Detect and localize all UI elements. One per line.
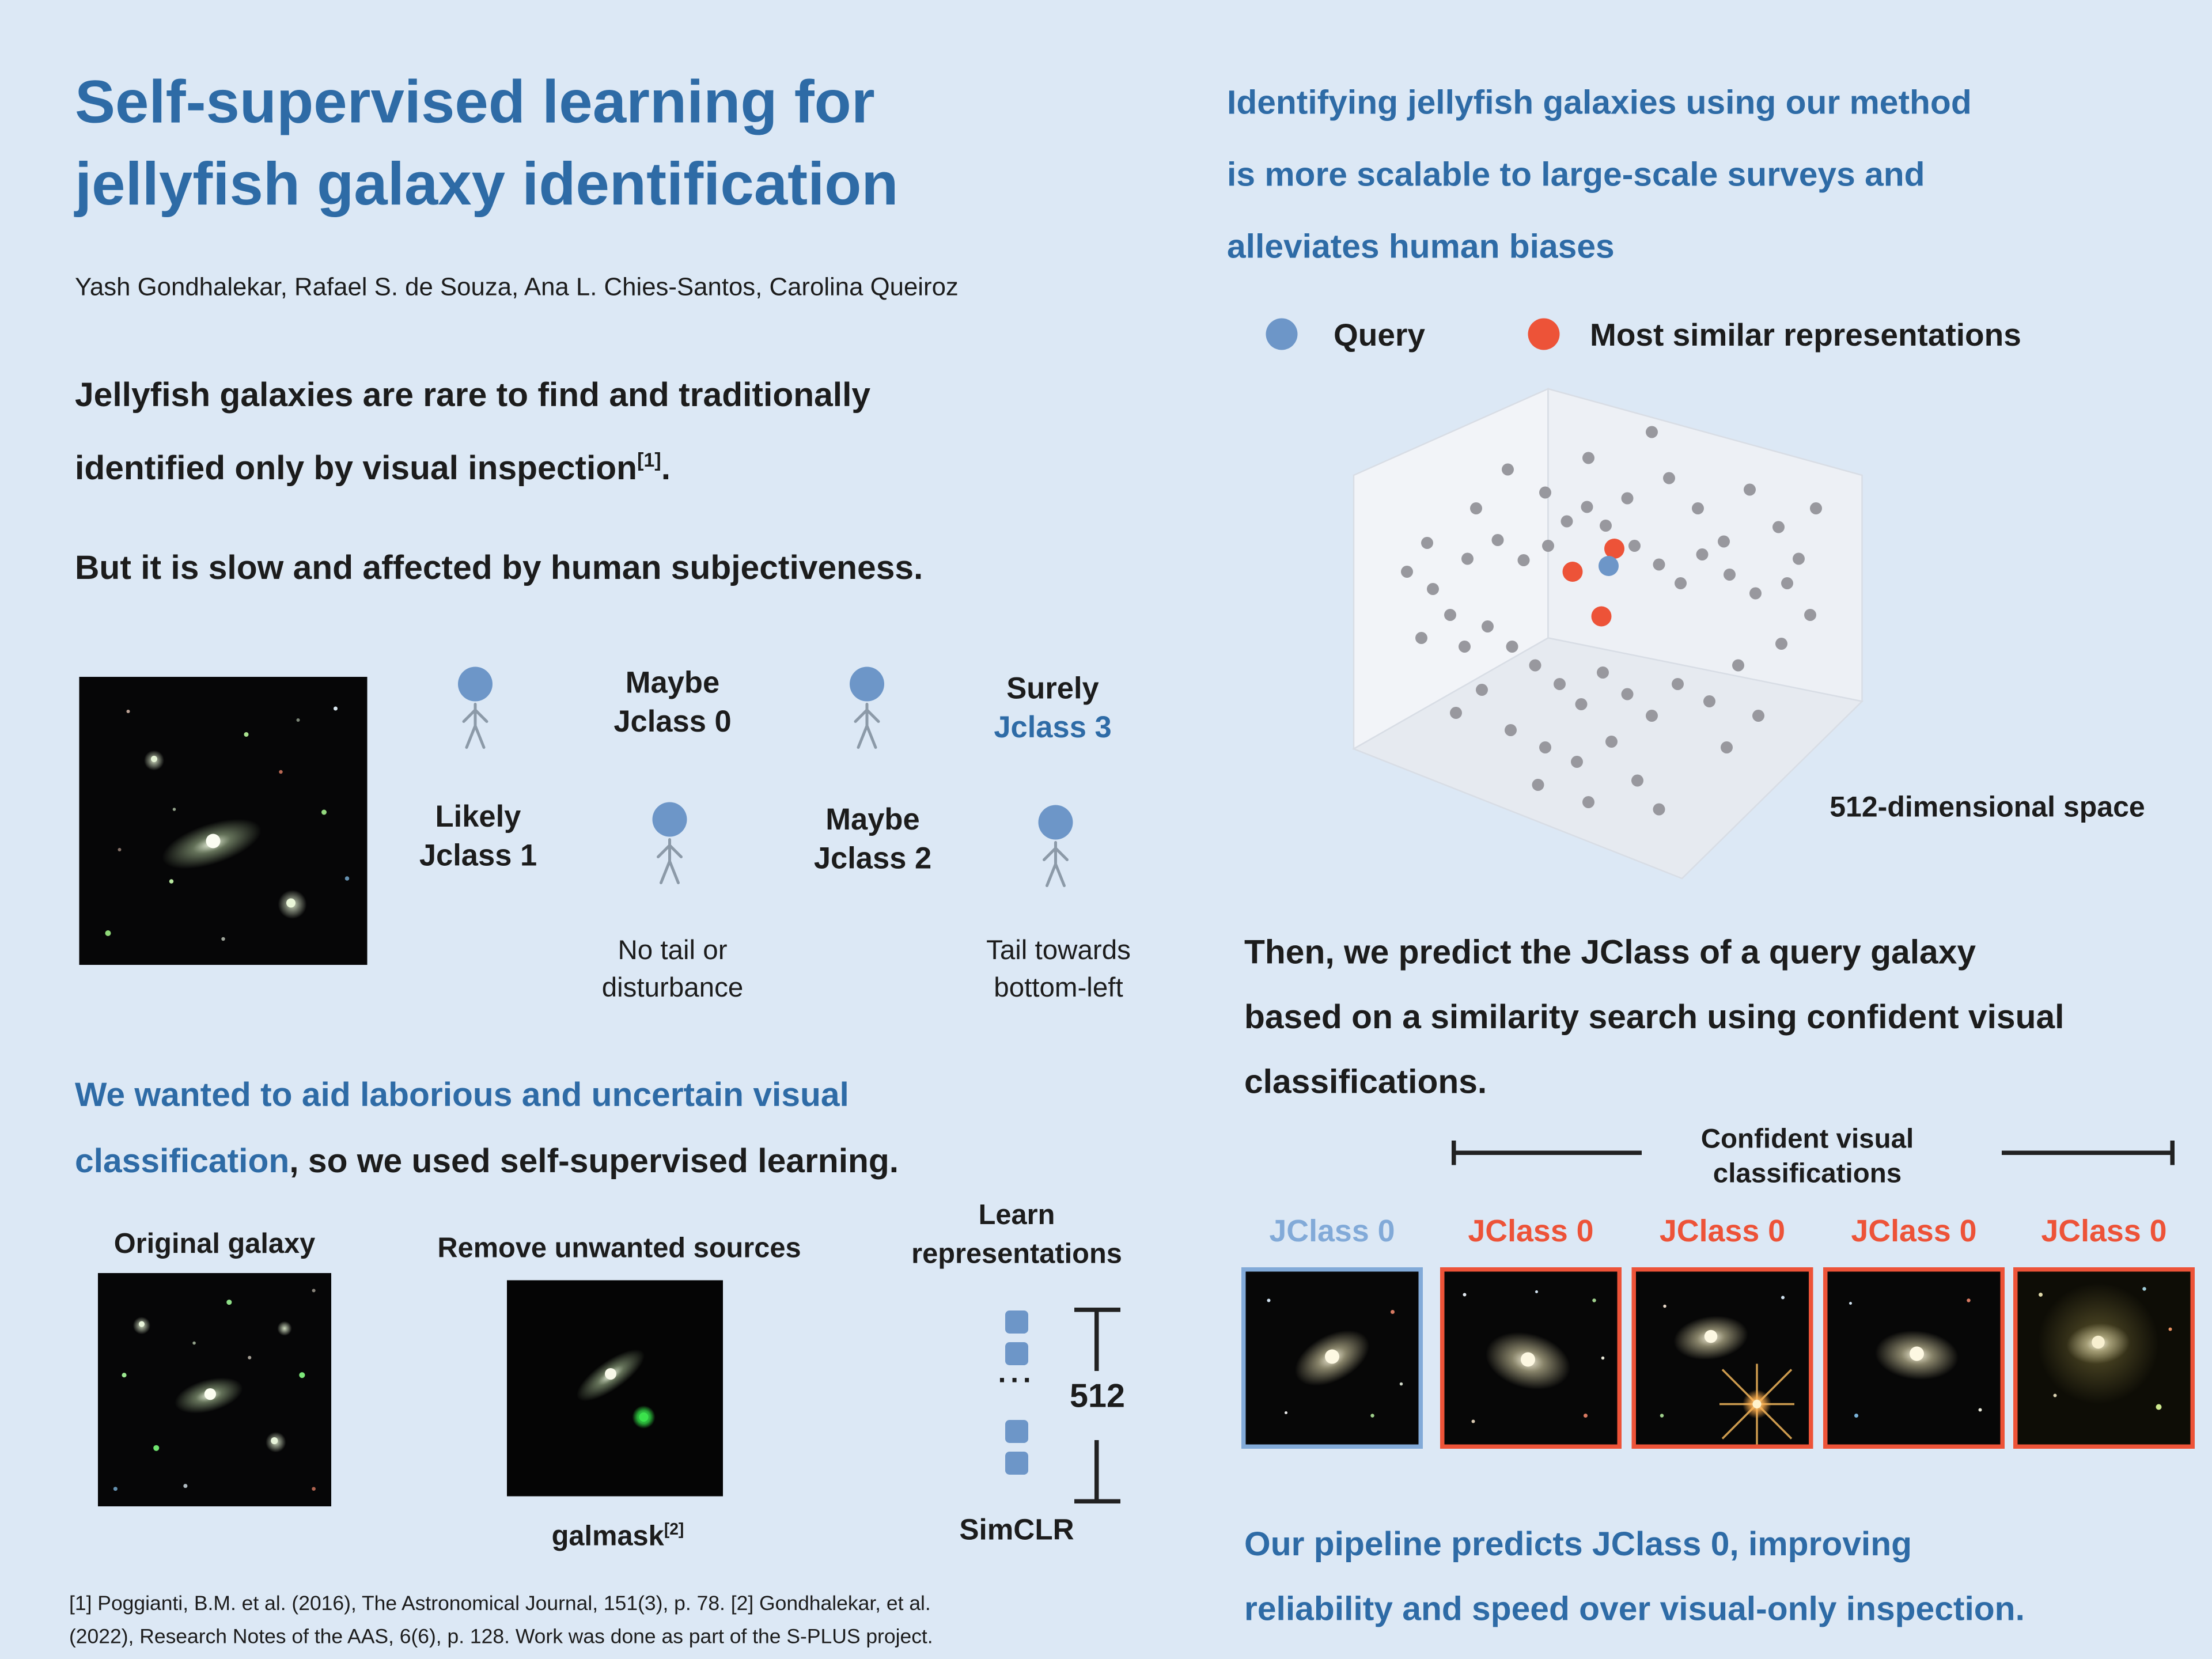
predict-text: Then, we predict the JClass of a query g… [1244, 933, 2065, 1100]
jclass-label-query: JClass 0 [1269, 1214, 1395, 1249]
dimension-bracket-lower [1094, 1440, 1099, 1503]
representation-vector-cell [1005, 1310, 1028, 1334]
similar-galaxy-svg [1444, 1271, 1618, 1445]
similar-galaxy-svg [1827, 1271, 2001, 1445]
simclr-label: SimCLR [959, 1513, 1074, 1547]
space-dimension-label: 512-dimensional space [1830, 792, 2145, 824]
annotation-likely-jclass1: Likely Jclass 1 [419, 801, 537, 873]
legend-similar-label: Most similar representations [1590, 317, 2021, 353]
jclass-label-similar: JClass 0 [1851, 1214, 1977, 1249]
claim-text: We wanted to aid laborious and uncertain… [75, 1062, 1184, 1194]
intro-paragraph: Jellyfish galaxies are rare to find and … [75, 362, 870, 501]
annotator-icon [850, 666, 884, 749]
annotation-jclass3-word: Jclass 3 [994, 711, 1112, 745]
example-galaxy-image [79, 677, 368, 965]
footnote: [1] Poggianti, B.M. et al. (2016), The A… [69, 1593, 933, 1649]
similar-galaxy-card [1823, 1267, 2005, 1449]
similar-dot-icon [1528, 318, 1560, 350]
embedding-space-svg [1352, 388, 1864, 880]
pipeline-step3-label: Learn representations [911, 1199, 1122, 1271]
galaxy-field-svg [79, 677, 368, 965]
annotation-maybe-jclass0: Maybe Jclass 0 [613, 666, 732, 739]
similar-galaxy-card [1440, 1267, 1622, 1449]
pipeline-step1-label: Original galaxy [113, 1228, 316, 1260]
dimension-bracket-upper [1094, 1308, 1099, 1371]
claim-highlight: We wanted to aid laborious and uncertain… [75, 1075, 849, 1180]
jclass-label-similar: JClass 0 [1659, 1214, 1786, 1249]
caption-no-tail: No tail or disturbance [601, 936, 744, 1004]
poster-title: Self-supervised learning for jellyfish g… [75, 67, 899, 218]
pipeline-step2-label: Remove unwanted sources [437, 1233, 801, 1264]
original-galaxy-svg [98, 1273, 331, 1506]
jclass-label-similar: JClass 0 [1468, 1214, 1594, 1249]
annotation-maybe-jclass2: Maybe Jclass 2 [813, 804, 932, 876]
confident-bracket-right-tick [2170, 1141, 2175, 1165]
dimension-bracket-bottom [1074, 1499, 1120, 1503]
caption-tail-bottom-left: Tail towards bottom-left [986, 936, 1131, 1004]
confident-bracket-right-line [2002, 1150, 2175, 1155]
scatter-points [1401, 426, 1822, 816]
confident-bracket-left-line [1452, 1150, 1642, 1155]
query-dot-icon [1266, 318, 1298, 350]
galmask-name: galmask [551, 1521, 664, 1552]
similar-galaxy-card [1631, 1267, 1813, 1449]
query-galaxy-svg [1245, 1271, 1419, 1445]
annotator-icon [458, 666, 493, 749]
representation-vector-cell [1005, 1342, 1028, 1365]
embedding-space-figure [1289, 372, 1908, 890]
annotation-surely-jclass3: Surely Jclass 3 [930, 670, 1175, 748]
annotator-icon [652, 802, 687, 884]
annotator [446, 665, 504, 757]
vector-ellipsis: ··· [998, 1365, 1036, 1397]
subjectiveness-text: But it is slow and affected by human sub… [75, 548, 923, 586]
intro-tail: . [661, 449, 671, 487]
annotator-icon [1038, 805, 1073, 887]
confident-label: Confident visual classifications [1700, 1124, 1914, 1190]
annotator [1027, 804, 1085, 896]
annotator [641, 801, 699, 893]
annotation-surely-word: Surely [1006, 672, 1099, 706]
similar-galaxy-svg [1636, 1271, 1809, 1445]
annotator [838, 665, 896, 757]
right-heading: Identifying jellyfish galaxies using our… [1227, 84, 1972, 265]
conclusion-text: Our pipeline predicts JClass 0, improvin… [1244, 1525, 2025, 1628]
legend-query-label: Query [1334, 317, 1425, 353]
galmask-caption: galmask[2] [488, 1521, 748, 1554]
masked-galaxy-svg [507, 1280, 723, 1497]
similar-galaxy-svg [2017, 1271, 2191, 1445]
intro-text: Jellyfish galaxies are rare to find and … [75, 376, 871, 487]
representation-vector-cell [1005, 1420, 1028, 1443]
jclass-label-similar: JClass 0 [2041, 1214, 2167, 1249]
original-galaxy-image [98, 1273, 331, 1506]
representation-vector-cell [1005, 1452, 1028, 1475]
masked-galaxy-image [507, 1280, 723, 1497]
authors: Yash Gondhalekar, Rafael S. de Souza, An… [75, 272, 959, 301]
similar-galaxy-card [2013, 1267, 2195, 1449]
ref-2-marker: [2] [664, 1521, 684, 1539]
query-galaxy-card [1241, 1267, 1423, 1449]
ref-1-marker: [1] [637, 449, 661, 471]
dimension-label: 512 [1070, 1377, 1125, 1414]
claim-rest: , so we used self-supervised learning. [289, 1142, 899, 1180]
